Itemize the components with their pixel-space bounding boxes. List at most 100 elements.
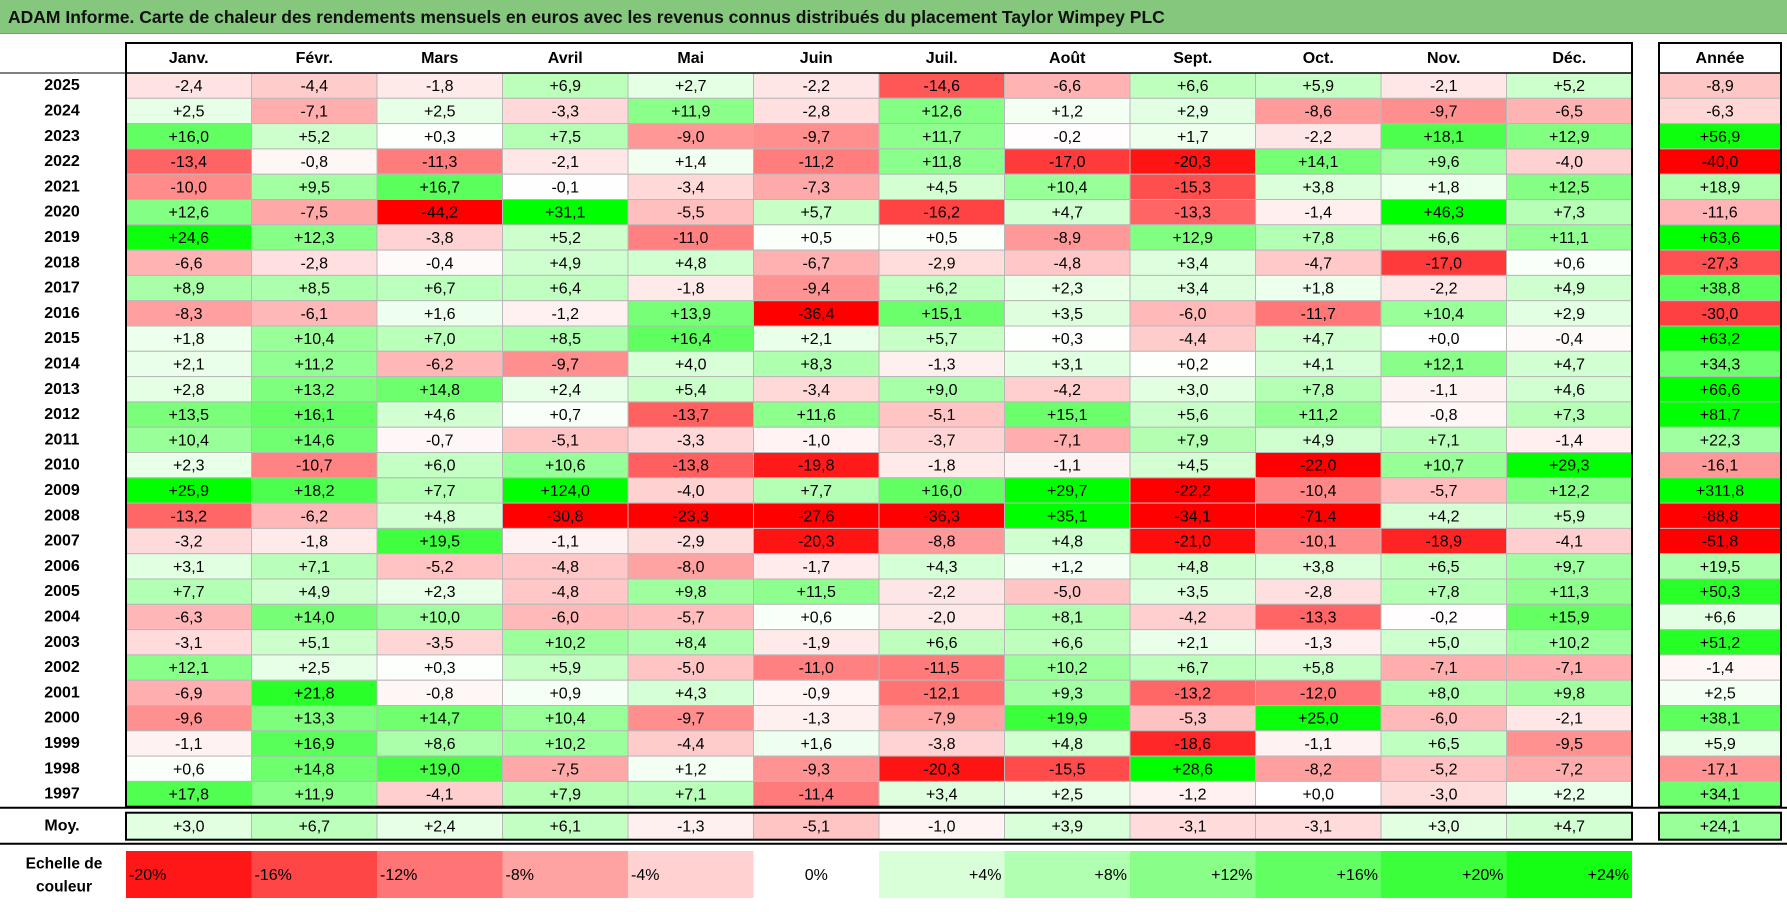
annual-cell-label: +63,2 [1700,331,1741,348]
row-year-label: 2000 [44,710,80,727]
heatmap-cell [125,350,252,378]
heatmap-cell-label: -2,9 [928,255,956,272]
heatmap-cell [1506,199,1633,226]
heatmap-cell-label: +9,6 [1428,154,1460,171]
annual-cell-label: +63,6 [1700,230,1741,247]
heatmap-cell-label: +4,6 [1553,382,1585,399]
heatmap-cell-label: -8,9 [1053,230,1081,247]
heatmap-cell-label: -9,0 [677,129,705,146]
row-year-label: 2001 [44,684,80,701]
heatmap-cell [1380,173,1507,200]
heatmap-cell [878,452,1005,479]
heatmap-cell [1129,401,1256,428]
heatmap-cell [502,527,629,555]
heatmap-cell-label: +11,3 [1550,584,1589,601]
heatmap-cell-label: -4,8 [551,584,579,601]
average-cell-label: +4,7 [1553,819,1585,836]
heatmap-cell [878,755,1005,782]
heatmap-cell-label: +2,8 [173,382,205,399]
heatmap-cell-label: +12,1 [1424,356,1465,373]
heatmap-cell-label: +7,1 [298,559,330,576]
heatmap-cell-label: -7,1 [300,103,328,120]
heatmap-cell [1506,249,1633,276]
heatmap-cell [878,274,1005,302]
heatmap-cell [627,249,754,276]
heatmap-cell-label: -10,7 [296,458,333,475]
heatmap-cell-label: +14,8 [420,382,461,399]
heatmap-cell-label: +12,3 [294,230,335,247]
heatmap-cell-label: +16,7 [420,179,461,196]
heatmap-cell-label: +7,7 [424,483,456,500]
heatmap-cell-label: -15,3 [1175,179,1212,196]
heatmap-cell-label: -1,3 [802,711,830,728]
heatmap-cell-label: -44,2 [422,205,459,222]
legend-swatch [879,851,1005,898]
row-year-label: 2020 [44,204,80,221]
heatmap-cell-label: -22,2 [1175,483,1212,500]
heatmap-cell-label: -21,0 [1175,534,1212,551]
heatmap-cell-label: +8,0 [1428,685,1460,702]
heatmap-cell-label: -11,4 [799,787,834,804]
heatmap-cell-label: +3,5 [1177,584,1209,601]
heatmap-cell [1380,705,1507,732]
heatmap-cell [376,578,503,605]
heatmap-cell [627,730,754,757]
heatmap-cell-label: -36,4 [798,306,835,323]
heatmap-cell-label: -1,3 [928,356,956,373]
heatmap-cell [251,502,378,529]
legend-swatch [628,851,754,898]
heatmap-cell [1004,249,1131,276]
heatmap-cell-label: +29,7 [1047,483,1088,500]
annual-cell [1658,452,1782,479]
heatmap-cell [251,173,378,200]
heatmap-cell-label: -0,4 [426,255,454,272]
heatmap-cell-label: +4,9 [298,584,330,601]
heatmap-cell-label: +2,1 [1177,635,1209,652]
month-header: Févr. [296,50,333,67]
row-year-label: 2023 [44,128,80,145]
heatmap-cell [1506,401,1633,428]
heatmap-cell-label: +10,4 [294,331,335,348]
heatmap-cell-label: -3,3 [677,432,705,449]
heatmap-cell-label: +10,4 [1047,179,1088,196]
heatmap-cell-label: -2,8 [300,255,328,272]
heatmap-cell-label: +0,6 [1553,255,1585,272]
heatmap-cell-label: +1,6 [424,306,456,323]
legend-swatch [1381,851,1507,898]
heatmap-cell-label: +17,8 [169,787,210,804]
heatmap-cell [376,477,503,504]
heatmap-cell-label: +2,1 [173,356,205,373]
annual-cell [1658,629,1782,656]
heatmap-cell-label: +8,3 [800,356,832,373]
heatmap-cell-label: +12,9 [1173,230,1214,247]
heatmap-cell-label: -5,1 [551,432,579,449]
row-year-label: 2011 [45,431,80,448]
heatmap-cell-label: +14,8 [294,761,335,778]
annual-cell-label: +51,2 [1700,635,1741,652]
heatmap-cell-label: +6,6 [1177,78,1209,95]
heatmap-cell-label: -6,3 [175,609,203,626]
heatmap-cell [753,97,880,125]
heatmap-cell [1004,325,1131,352]
heatmap-cell-label: +5,4 [675,382,707,399]
heatmap-cell-label: -12,0 [1300,685,1337,702]
heatmap-cell [1255,249,1382,276]
month-header: Juil. [926,50,958,67]
heatmap-cell-label: +6,9 [549,78,581,95]
heatmap-cell [1129,97,1256,125]
heatmap-cell-label: -1,1 [1053,458,1081,475]
average-cell-label: -5,1 [802,819,830,836]
heatmap-cell-label: -6,9 [175,685,203,702]
heatmap-cell-label: +0,0 [1428,331,1460,348]
annual-cell-label: +38,8 [1700,281,1741,298]
heatmap-cell-label: -1,9 [802,635,830,652]
average-cell [753,812,880,841]
heatmap-cell-label: +4,5 [1177,458,1209,475]
heatmap-cell [251,679,378,707]
heatmap-cell [1380,274,1507,302]
heatmap-cell-label: -8,0 [677,559,705,576]
annual-cell-label: -17,1 [1702,761,1739,778]
heatmap-cell-label: -4,0 [677,483,705,500]
heatmap-cell [1129,72,1256,99]
heatmap-cell [1004,654,1131,681]
